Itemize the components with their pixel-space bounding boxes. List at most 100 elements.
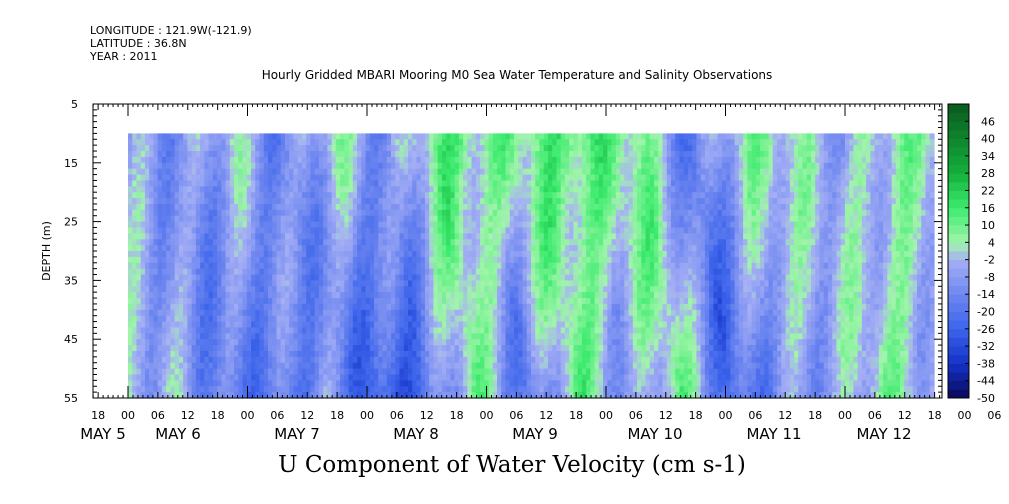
heatmap-cell [327,156,333,164]
heatmap-cell [590,386,596,393]
heatmap-cell [395,133,401,140]
heatmap-cell [200,286,205,293]
heatmap-cell [573,192,579,199]
heatmap-cell [323,292,328,299]
heatmap-cell [340,356,345,364]
heatmap-cell [255,380,261,387]
heatmap-cell [318,345,324,352]
heatmap-cell [378,356,384,364]
heatmap-cell [564,350,570,358]
heatmap-cell [467,327,473,334]
heatmap-cell [378,256,384,264]
heatmap-cell [446,139,451,146]
heatmap-cell [259,192,265,199]
heatmap-cell [183,345,188,352]
heatmap-cell [514,192,519,199]
heatmap-cell [365,298,371,305]
heatmap-cell [217,168,222,176]
heatmap-cell [259,286,265,293]
heatmap-cell [365,245,371,252]
heatmap-cell [361,345,367,352]
heatmap-cell [386,203,392,211]
heatmap-cell [238,321,244,329]
heatmap-cell [174,139,180,146]
heatmap-cell [242,356,248,364]
heatmap-cell [357,145,362,152]
heatmap-cell [178,151,184,158]
heatmap-cell [509,321,515,329]
heatmap-cell [552,280,558,287]
heatmap-cell [208,245,214,252]
heatmap-cell [208,151,214,158]
heatmap-cell [357,227,362,234]
heatmap-cell [357,327,362,334]
heatmap-cell [497,215,502,223]
heatmap-cell [594,345,600,352]
heatmap-cell [467,186,473,193]
heatmap-cell [200,268,205,276]
heatmap-cell [208,280,214,287]
heatmap-cell [361,339,367,346]
heatmap-cell [497,233,502,240]
heatmap-cell [573,209,579,217]
heatmap-cell [403,303,409,311]
heatmap-cell [174,174,180,182]
heatmap-cell [569,133,575,140]
heatmap-cell [564,339,570,346]
heatmap-cell [225,350,231,358]
heatmap-cell [352,180,358,187]
heatmap-cell [395,345,401,352]
heatmap-cell [136,168,142,176]
heatmap-cell [217,251,222,258]
heatmap-cell [412,180,418,187]
heatmap-cell [361,221,367,229]
heatmap-cell [170,280,176,287]
heatmap-cell [208,303,214,311]
heatmap-cell [581,139,587,146]
heatmap-cell [157,339,163,346]
heatmap-cell [289,162,295,170]
heatmap-cell [357,198,362,205]
heatmap-cell [509,386,515,393]
heatmap-cell [255,192,261,199]
heatmap-cell [573,227,579,234]
heatmap-cell [581,262,587,270]
heatmap-cell [301,268,307,276]
heatmap-cell [140,151,146,158]
heatmap-cell [234,145,239,152]
heatmap-cell [357,203,362,211]
heatmap-cell [327,180,333,187]
heatmap-cell [531,168,536,176]
heatmap-cell [369,168,375,176]
heatmap-cell [344,362,350,370]
heatmap-cell [577,309,583,317]
heatmap-cell [251,203,256,211]
heatmap-cell [310,192,316,199]
heatmap-cell [365,151,371,158]
heatmap-cell [297,162,303,170]
heatmap-cell [446,209,451,217]
heatmap-cell [276,174,282,182]
heatmap-cell [463,186,468,193]
heatmap-cell [552,292,558,299]
heatmap-cell [497,274,502,281]
heatmap-cell [225,145,231,152]
heatmap-cell [374,286,379,293]
heatmap-cell [297,151,303,158]
heatmap-cell [263,198,269,205]
heatmap-cell [420,139,426,146]
heatmap-cell [170,156,176,164]
heatmap-cell [229,174,235,182]
heatmap-cell [208,292,214,299]
heatmap-cell [331,380,337,387]
heatmap-cell [484,262,490,270]
heatmap-cell [344,256,350,264]
heatmap-cell [420,198,426,205]
heatmap-cell [446,145,451,152]
heatmap-cell [365,227,371,234]
heatmap-cell [454,209,460,217]
heatmap-cell [310,368,316,376]
heatmap-cell [484,362,490,370]
heatmap-cell [357,156,362,164]
heatmap-cell [480,380,485,387]
